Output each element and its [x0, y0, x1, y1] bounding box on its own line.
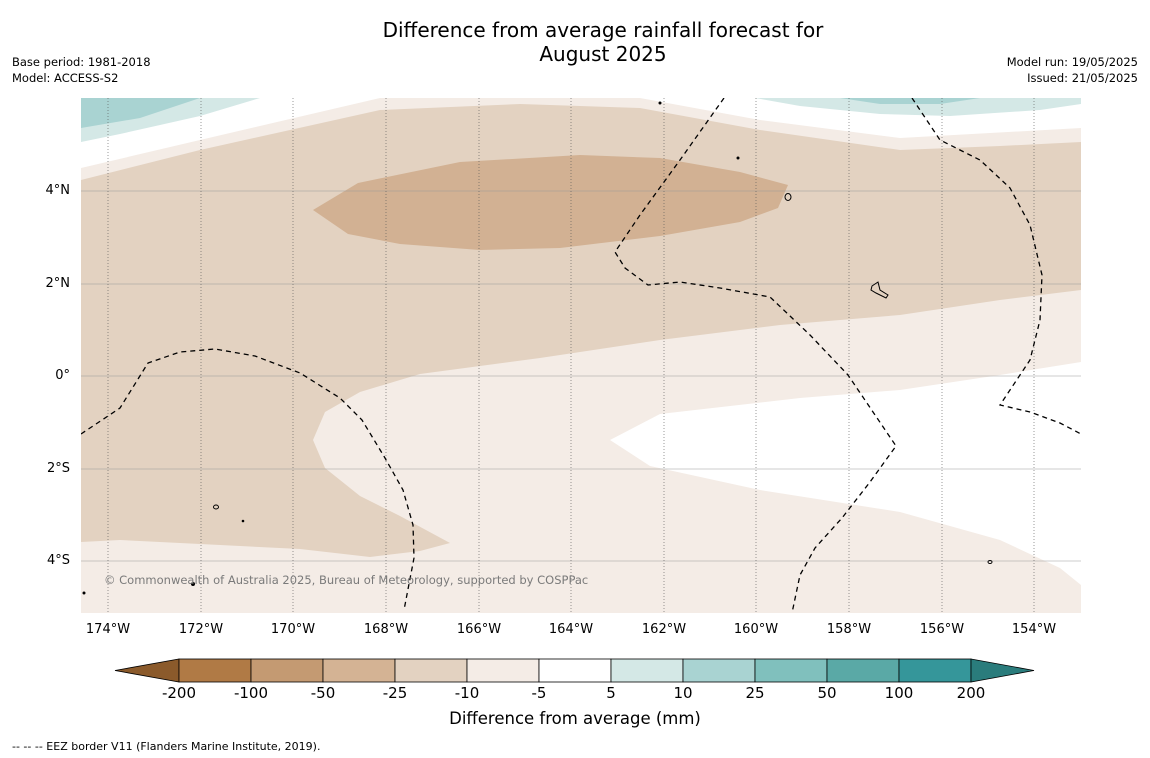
lon-label: 170°W: [270, 622, 316, 637]
colorbar-extend-low: [114, 658, 180, 683]
lat-label: 0°: [55, 368, 70, 383]
eez-legend-text: -- -- -- EEZ border V11 (Flanders Marine…: [12, 740, 321, 753]
lon-label: 168°W: [363, 622, 409, 637]
issued-text: Issued: 21/05/2025: [1027, 71, 1138, 85]
wet-region-top-right-core: [840, 98, 980, 104]
map-title: Difference from average rainfall forecas…: [300, 18, 906, 66]
island-outline: [784, 193, 792, 201]
colorbar-tick-label: -50: [310, 684, 336, 702]
eez-border-east: [911, 98, 1081, 435]
eez-border-central: [614, 98, 897, 613]
colorbar-segment: [898, 658, 972, 683]
colorbar-tick-label: -25: [382, 684, 408, 702]
longitude-gridlines: [107, 98, 1035, 613]
colorbar-segment: [178, 658, 252, 683]
island-dot: [82, 591, 86, 595]
colorbar-segment: [250, 658, 324, 683]
colorbar-segment: [538, 658, 612, 683]
colorbar-tick-label: 5: [606, 684, 616, 702]
base-period-text: Base period: 1981-2018: [12, 55, 151, 69]
lon-label: 172°W: [178, 622, 224, 637]
island-outline: [870, 281, 889, 299]
colorbar-segment: [826, 658, 900, 683]
colorbar-segment: [682, 658, 756, 683]
colorbar-segment: [610, 658, 684, 683]
lon-label: 160°W: [733, 622, 779, 637]
colorbar-tick-label: -200: [161, 684, 197, 702]
colorbar: [114, 658, 1035, 683]
island-dot: [658, 101, 662, 105]
meta-right: Model run: 19/05/2025 Issued: 21/05/2025: [1007, 54, 1138, 86]
wet-region-top-left-core: [81, 98, 200, 128]
colorbar-tick-label: 25: [745, 684, 765, 702]
island-outline: [213, 504, 219, 510]
neutral-intrusion: [610, 362, 1081, 585]
colorbar-segment: [394, 658, 468, 683]
colorbar-tick-label: 50: [817, 684, 837, 702]
model-run-text: Model run: 19/05/2025: [1006, 55, 1138, 69]
island-outline: [987, 560, 993, 564]
island-dot: [241, 519, 245, 523]
lon-label: 166°W: [456, 622, 502, 637]
island-dot: [191, 582, 195, 586]
colorbar-segment: [322, 658, 396, 683]
meta-left: Base period: 1981-2018 Model: ACCESS-S2: [12, 54, 151, 86]
islands: [82, 101, 993, 595]
colorbar-segment: [754, 658, 828, 683]
lon-label: 174°W: [85, 622, 131, 637]
colorbar-title: Difference from average (mm): [449, 709, 701, 728]
lat-label: 4°S: [46, 553, 70, 568]
lon-label: 156°W: [919, 622, 965, 637]
colorbar-extend-high: [970, 658, 1035, 683]
colorbar-tick-label: -5: [531, 684, 547, 702]
colorbar-tick-label: 200: [956, 684, 986, 702]
colorbar-tick-label: -100: [233, 684, 269, 702]
lat-label: 2°N: [45, 276, 71, 291]
lat-label: 4°N: [45, 183, 71, 198]
colorbar-tick-label: 10: [673, 684, 693, 702]
model-text: Model: ACCESS-S2: [12, 71, 119, 85]
lat-label: 2°S: [46, 461, 70, 476]
eez-borders: [81, 98, 1081, 613]
lon-label: 158°W: [826, 622, 872, 637]
copyright-text: © Commonwealth of Australia 2025, Bureau…: [104, 573, 589, 587]
colorbar-tick-label: -10: [454, 684, 480, 702]
title-line-2: August 2025: [539, 42, 667, 66]
island-dot: [736, 156, 740, 160]
title-line-1: Difference from average rainfall forecas…: [382, 18, 824, 42]
rainfall-anomaly-map: [81, 98, 1081, 613]
anomaly-band-minus25: [313, 155, 788, 250]
eez-border-west: [81, 348, 415, 611]
lon-label: 162°W: [641, 622, 687, 637]
lon-label: 154°W: [1011, 622, 1057, 637]
lon-label: 164°W: [548, 622, 594, 637]
colorbar-tick-label: 100: [884, 684, 914, 702]
latitude-gridlines: [81, 190, 1081, 562]
colorbar-segment: [466, 658, 540, 683]
